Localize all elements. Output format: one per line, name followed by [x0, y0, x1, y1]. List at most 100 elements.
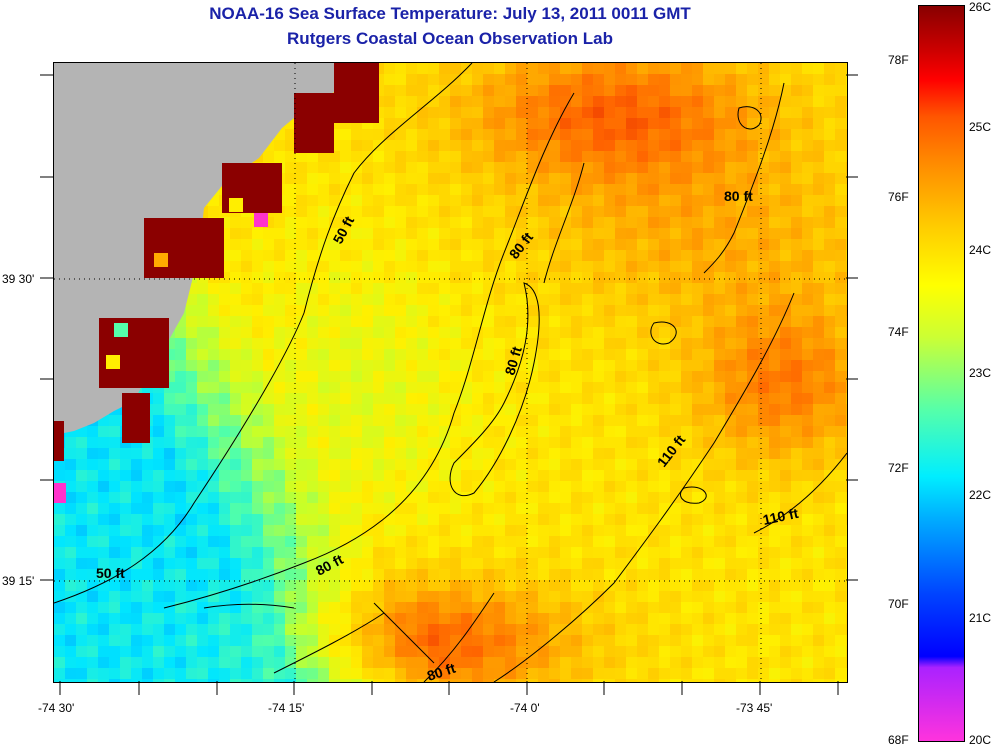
sst-pixel: [593, 206, 605, 218]
sst-pixel: [725, 63, 737, 75]
sst-pixel: [802, 239, 814, 251]
sst-pixel: [758, 327, 770, 339]
sst-pixel: [582, 525, 594, 537]
sst-pixel: [648, 151, 660, 163]
sst-pixel: [461, 173, 473, 185]
sst-pixel: [549, 338, 561, 350]
sst-pixel: [208, 305, 220, 317]
sst-pixel: [417, 63, 429, 75]
sst-pixel: [670, 261, 682, 273]
sst-pixel: [472, 250, 484, 262]
sst-pixel: [307, 481, 319, 493]
sst-pixel: [373, 118, 385, 130]
sst-pixel: [659, 481, 671, 493]
sst-pixel: [637, 85, 649, 97]
sst-pixel: [780, 580, 792, 592]
sst-pixel: [626, 668, 638, 680]
sst-pixel: [670, 283, 682, 295]
sst-pixel: [538, 74, 550, 86]
sst-pixel: [296, 151, 308, 163]
sst-pixel: [362, 591, 374, 603]
sst-pixel: [373, 668, 385, 680]
sst-pixel: [153, 668, 165, 680]
sst-pixel: [813, 162, 825, 174]
sst-pixel: [637, 514, 649, 526]
sst-pixel: [450, 85, 462, 97]
sst-pixel: [296, 503, 308, 515]
sst-pixel: [417, 481, 429, 493]
sst-pixel: [626, 613, 638, 625]
sst-pixel: [593, 481, 605, 493]
sst-pixel: [274, 602, 286, 614]
sst-pixel: [626, 657, 638, 669]
sst-pixel: [406, 448, 418, 460]
sst-pixel: [428, 668, 440, 680]
sst-pixel: [373, 316, 385, 328]
sst-pixel: [373, 294, 385, 306]
sst-pixel: [274, 470, 286, 482]
sst-pixel: [725, 382, 737, 394]
sst-pixel: [670, 635, 682, 647]
sst-pixel: [76, 646, 88, 658]
sst-pixel: [274, 283, 286, 295]
sst-pixel: [527, 514, 539, 526]
sst-pixel: [252, 371, 264, 383]
sst-pixel: [208, 668, 220, 680]
sst-pixel: [296, 382, 308, 394]
sst-pixel: [109, 602, 121, 614]
sst-pixel: [76, 492, 88, 504]
sst-pixel: [450, 338, 462, 350]
sst-pixel: [615, 74, 627, 86]
sst-pixel: [725, 580, 737, 592]
sst-pixel: [406, 305, 418, 317]
sst-pixel: [197, 558, 209, 570]
sst-pixel: [626, 250, 638, 262]
sst-pixel: [120, 624, 132, 636]
sst-pixel: [65, 580, 77, 592]
sst-pixel: [835, 228, 847, 240]
sst-pixel: [813, 261, 825, 273]
sst-pixel: [736, 382, 748, 394]
sst-pixel: [285, 294, 297, 306]
sst-pixel: [296, 404, 308, 416]
sst-pixel: [285, 415, 297, 427]
sst-pixel: [659, 569, 671, 581]
sst-pixel: [527, 360, 539, 372]
sst-pixel: [318, 261, 330, 273]
sst-pixel: [725, 261, 737, 273]
sst-pixel: [813, 96, 825, 108]
sst-pixel: [230, 239, 242, 251]
sst-pixel: [197, 514, 209, 526]
sst-pixel: [549, 217, 561, 229]
sst-pixel: [637, 646, 649, 658]
sst-pixel: [549, 63, 561, 75]
sst-pixel: [791, 514, 803, 526]
sst-pixel: [241, 679, 253, 682]
sst-pixel: [615, 162, 627, 174]
colorbar-celsius-label: 20C: [969, 733, 992, 747]
sst-pixel: [186, 602, 198, 614]
sst-pixel: [582, 580, 594, 592]
sst-pixel: [637, 624, 649, 636]
sst-pixel: [362, 547, 374, 559]
sst-pixel: [813, 448, 825, 460]
sst-pixel: [285, 195, 297, 207]
sst-pixel: [329, 382, 341, 394]
sst-pixel: [483, 459, 495, 471]
sst-pixel: [527, 426, 539, 438]
sst-pixel: [593, 492, 605, 504]
sst-pixel: [527, 393, 539, 405]
sst-pixel: [296, 415, 308, 427]
sst-pixel: [835, 371, 847, 383]
sst-pixel: [791, 338, 803, 350]
sst-pixel: [175, 360, 187, 372]
sst-pixel: [219, 668, 231, 680]
sst-pixel: [593, 393, 605, 405]
sst-pixel: [703, 261, 715, 273]
sst-pixel: [472, 569, 484, 581]
sst-pixel: [230, 470, 242, 482]
sst-pixel: [274, 140, 286, 152]
sst-pixel: [54, 635, 66, 647]
sst-pixel: [296, 316, 308, 328]
sst-pixel: [351, 569, 363, 581]
